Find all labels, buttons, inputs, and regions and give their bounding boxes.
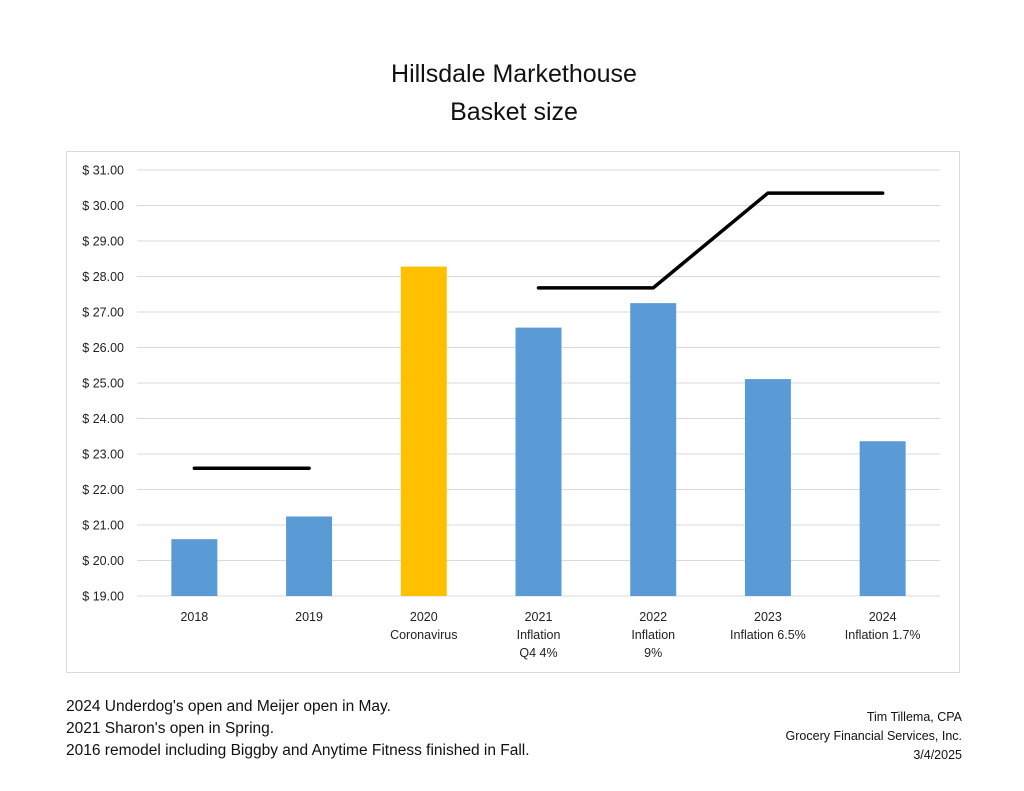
y-tick-label: $ 27.00: [82, 306, 124, 320]
x-tick-label: 2024: [869, 610, 897, 624]
y-tick-label: $ 22.00: [82, 483, 124, 497]
y-tick-label: $ 29.00: [82, 235, 124, 249]
y-tick-label: $ 31.00: [82, 164, 124, 178]
chart-subtitle: Basket size: [450, 98, 578, 126]
y-tick-label: $ 25.00: [82, 377, 124, 391]
chart-frame: [66, 151, 960, 673]
bar-2024: [859, 441, 906, 596]
note: 2024 Underdog's open and Meijer open in …: [66, 698, 391, 715]
note: 2021 Sharon's open in Spring.: [66, 720, 275, 737]
x-tick-label: Inflation 6.5%: [730, 628, 806, 642]
chart-title: Hillsdale Markethouse: [391, 60, 637, 88]
x-tick-label: Q4 4%: [519, 646, 557, 660]
bar-2022: [630, 303, 677, 596]
y-tick-label: $ 28.00: [82, 270, 124, 284]
x-tick-label: 2020: [410, 610, 438, 624]
credit-company: Grocery Financial Services, Inc.: [785, 729, 962, 743]
y-tick-label: $ 26.00: [82, 341, 124, 355]
x-tick-label: 2019: [295, 610, 323, 624]
x-tick-label: 2018: [180, 610, 208, 624]
bar-2018: [171, 539, 218, 596]
y-tick-label: $ 23.00: [82, 448, 124, 462]
y-tick-label: $ 20.00: [82, 554, 124, 568]
bar-2020: [400, 266, 447, 596]
credit-date: 3/4/2025: [913, 748, 962, 762]
bar-2021: [515, 327, 562, 596]
y-tick-label: $ 30.00: [82, 199, 124, 213]
x-tick-label: 2021: [525, 610, 553, 624]
note: 2016 remodel including Biggby and Anytim…: [66, 742, 530, 759]
credit: Tim Tillema, CPA Grocery Financial Servi…: [786, 708, 962, 765]
y-tick-label: $ 24.00: [82, 412, 124, 426]
notes: 2024 Underdog's open and Meijer open in …: [66, 696, 530, 762]
x-tick-label: 9%: [644, 646, 662, 660]
x-tick-label: 2022: [639, 610, 667, 624]
bar-2023: [744, 379, 791, 596]
credit-name: Tim Tillema, CPA: [866, 710, 962, 724]
x-tick-label: Inflation: [631, 628, 675, 642]
y-tick-label: $ 19.00: [82, 590, 124, 604]
bar-2019: [286, 516, 333, 596]
reference-line-segment: [536, 191, 885, 290]
x-tick-label: Inflation: [517, 628, 561, 642]
x-tick-label: 2023: [754, 610, 782, 624]
x-tick-label: Inflation 1.7%: [845, 628, 921, 642]
x-tick-label: Coronavirus: [390, 628, 457, 642]
y-tick-label: $ 21.00: [82, 519, 124, 533]
